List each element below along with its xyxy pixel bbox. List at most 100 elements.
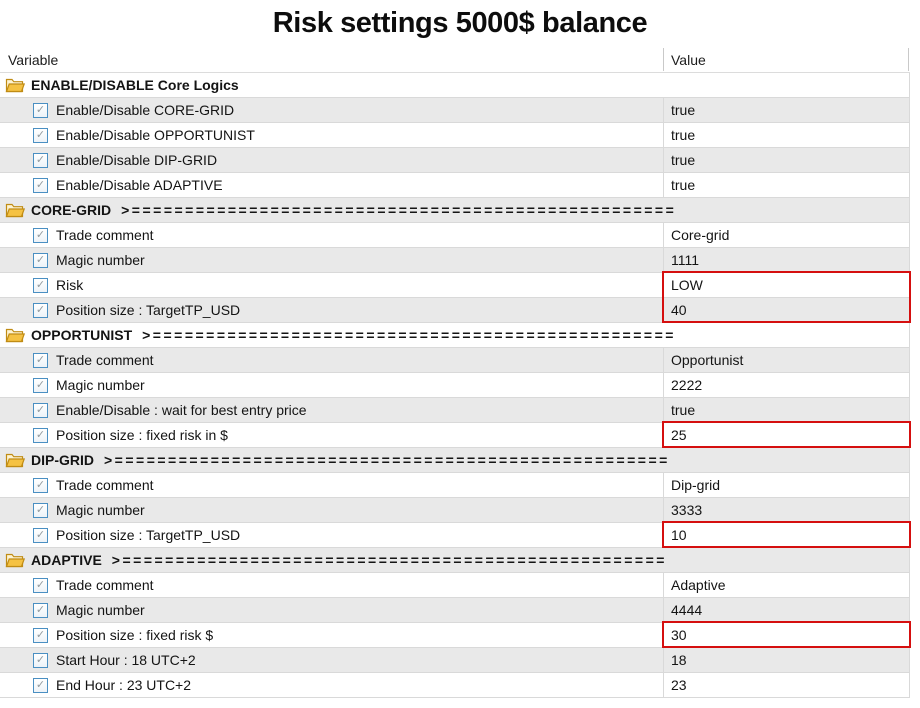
folder-icon bbox=[5, 553, 25, 568]
section-row-core-grid[interactable]: CORE-GRID >=============================… bbox=[0, 198, 910, 223]
param-value[interactable]: 10 bbox=[663, 523, 909, 547]
param-value[interactable]: 1111 bbox=[663, 248, 909, 272]
section-label: ADAPTIVE bbox=[31, 552, 102, 568]
param-value[interactable]: Opportunist bbox=[663, 348, 909, 372]
param-row: Position size : TargetTP_USD 40 bbox=[0, 298, 910, 323]
param-label: Start Hour : 18 UTC+2 bbox=[56, 652, 196, 668]
checked-checkbox-icon[interactable] bbox=[33, 652, 48, 668]
column-header-value: Value bbox=[671, 52, 706, 68]
param-row: Enable/Disable OPPORTUNIST true bbox=[0, 123, 910, 148]
param-row: Trade comment Core-grid bbox=[0, 223, 910, 248]
checked-checkbox-icon[interactable] bbox=[33, 602, 48, 618]
param-label: Enable/Disable DIP-GRID bbox=[56, 152, 218, 168]
folder-icon bbox=[5, 453, 25, 468]
param-value[interactable]: 23 bbox=[663, 673, 909, 697]
section-row-dip-grid[interactable]: DIP-GRID >==============================… bbox=[0, 448, 910, 473]
param-value[interactable]: 2222 bbox=[663, 373, 909, 397]
param-row: Magic number 1111 bbox=[0, 248, 910, 273]
checked-checkbox-icon[interactable] bbox=[33, 677, 48, 693]
section-dashes: >=======================================… bbox=[121, 202, 677, 218]
checked-checkbox-icon[interactable] bbox=[33, 377, 48, 393]
page-title: Risk settings 5000$ balance bbox=[272, 7, 648, 39]
param-row: Position size : TargetTP_USD 10 bbox=[0, 523, 910, 548]
section-dashes: >=======================================… bbox=[142, 327, 676, 343]
param-label: Position size : TargetTP_USD bbox=[56, 527, 241, 543]
param-value[interactable]: Dip-grid bbox=[663, 473, 909, 497]
param-row: Risk LOW bbox=[0, 273, 910, 298]
param-label: Enable/Disable CORE-GRID bbox=[56, 102, 235, 118]
param-row: End Hour : 23 UTC+2 23 bbox=[0, 673, 910, 698]
param-label: Enable/Disable ADAPTIVE bbox=[56, 177, 223, 193]
checked-checkbox-icon[interactable] bbox=[33, 502, 48, 518]
param-value[interactable]: true bbox=[663, 398, 909, 422]
param-label: Position size : TargetTP_USD bbox=[56, 302, 241, 318]
param-label: Trade comment bbox=[56, 477, 154, 493]
param-value[interactable]: LOW bbox=[663, 273, 909, 297]
column-header-variable: Variable bbox=[8, 52, 59, 68]
checked-checkbox-icon[interactable] bbox=[33, 402, 48, 418]
param-value[interactable]: 18 bbox=[663, 648, 909, 672]
section-row-opportunist[interactable]: OPPORTUNIST >===========================… bbox=[0, 323, 910, 348]
param-value[interactable]: true bbox=[663, 173, 909, 197]
param-value[interactable]: true bbox=[663, 148, 909, 172]
section-dashes: >=======================================… bbox=[111, 552, 667, 568]
checked-checkbox-icon[interactable] bbox=[33, 427, 48, 443]
column-resize-handle[interactable] bbox=[663, 48, 664, 71]
section-row-adaptive[interactable]: ADAPTIVE >==============================… bbox=[0, 548, 910, 573]
checked-checkbox-icon[interactable] bbox=[33, 252, 48, 268]
param-row: Enable/Disable DIP-GRID true bbox=[0, 148, 910, 173]
section-label: ENABLE/DISABLE Core Logics bbox=[31, 77, 239, 93]
folder-icon bbox=[5, 203, 25, 218]
folder-icon bbox=[5, 328, 25, 343]
section-dashes: >=======================================… bbox=[104, 452, 670, 468]
section-row-enable-disable[interactable]: ENABLE/DISABLE Core Logics bbox=[0, 73, 910, 98]
param-label: Enable/Disable : wait for best entry pri… bbox=[56, 402, 307, 418]
param-value[interactable]: Adaptive bbox=[663, 573, 909, 597]
param-row: Trade comment Dip-grid bbox=[0, 473, 910, 498]
param-label: Trade comment bbox=[56, 352, 154, 368]
section-label: OPPORTUNIST bbox=[31, 327, 133, 343]
param-row: Trade comment Opportunist bbox=[0, 348, 910, 373]
checked-checkbox-icon[interactable] bbox=[33, 527, 48, 543]
param-value[interactable]: 25 bbox=[663, 423, 909, 447]
checked-checkbox-icon[interactable] bbox=[33, 627, 48, 643]
param-row: Start Hour : 18 UTC+2 18 bbox=[0, 648, 910, 673]
checked-checkbox-icon[interactable] bbox=[33, 177, 48, 193]
checked-checkbox-icon[interactable] bbox=[33, 277, 48, 293]
folder-icon bbox=[5, 78, 25, 93]
table-header: Variable Value bbox=[0, 48, 910, 71]
param-label: Trade comment bbox=[56, 227, 154, 243]
param-row: Enable/Disable CORE-GRID true bbox=[0, 98, 910, 123]
checked-checkbox-icon[interactable] bbox=[33, 152, 48, 168]
param-value[interactable]: Core-grid bbox=[663, 223, 909, 247]
param-row: Magic number 2222 bbox=[0, 373, 910, 398]
checked-checkbox-icon[interactable] bbox=[33, 102, 48, 118]
column-resize-handle[interactable] bbox=[908, 48, 909, 71]
checked-checkbox-icon[interactable] bbox=[33, 352, 48, 368]
param-value[interactable]: 40 bbox=[663, 298, 909, 322]
checked-checkbox-icon[interactable] bbox=[33, 127, 48, 143]
settings-table: ENABLE/DISABLE Core Logics Enable/Disabl… bbox=[0, 72, 910, 698]
checked-checkbox-icon[interactable] bbox=[33, 227, 48, 243]
param-value[interactable]: 3333 bbox=[663, 498, 909, 522]
checked-checkbox-icon[interactable] bbox=[33, 477, 48, 493]
param-row: Trade comment Adaptive bbox=[0, 573, 910, 598]
param-row: Magic number 4444 bbox=[0, 598, 910, 623]
param-label: Risk bbox=[56, 277, 84, 293]
param-value[interactable]: true bbox=[663, 123, 909, 147]
param-value[interactable]: 4444 bbox=[663, 598, 909, 622]
param-row: Enable/Disable ADAPTIVE true bbox=[0, 173, 910, 198]
param-row: Position size : fixed risk $ 30 bbox=[0, 623, 910, 648]
param-value[interactable]: true bbox=[663, 98, 909, 122]
param-label: Magic number bbox=[56, 502, 145, 518]
param-value[interactable]: 30 bbox=[663, 623, 909, 647]
checked-checkbox-icon[interactable] bbox=[33, 302, 48, 318]
param-label: Magic number bbox=[56, 377, 145, 393]
checked-checkbox-icon[interactable] bbox=[33, 577, 48, 593]
param-row: Position size : fixed risk in $ 25 bbox=[0, 423, 910, 448]
param-label: End Hour : 23 UTC+2 bbox=[56, 677, 192, 693]
param-label: Magic number bbox=[56, 252, 145, 268]
section-label: DIP-GRID bbox=[31, 452, 94, 468]
param-label: Enable/Disable OPPORTUNIST bbox=[56, 127, 255, 143]
